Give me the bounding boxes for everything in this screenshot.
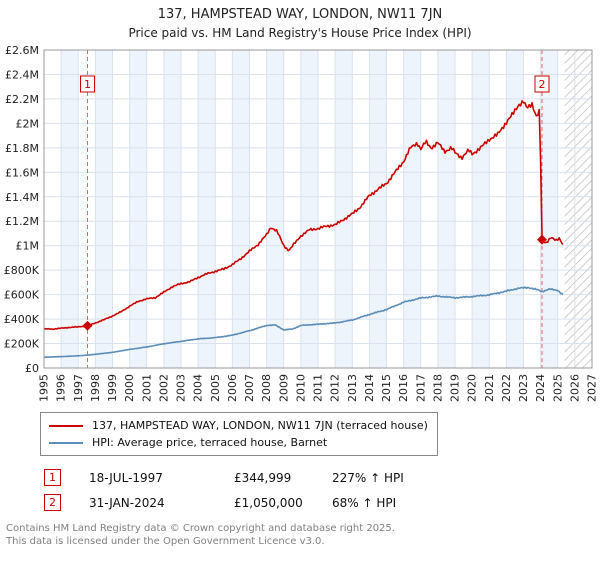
svg-text:2008: 2008 xyxy=(260,374,273,402)
footer-copyright: Contains HM Land Registry data © Crown c… xyxy=(6,522,600,548)
sale-price: £1,050,000 xyxy=(234,495,303,510)
legend-item-property: 137, HAMPSTEAD WAY, LONDON, NW11 7JN (te… xyxy=(49,417,429,434)
svg-text:2009: 2009 xyxy=(277,374,290,402)
svg-text:2023: 2023 xyxy=(517,374,530,402)
svg-text:2003: 2003 xyxy=(175,374,188,402)
svg-text:2022: 2022 xyxy=(500,374,513,402)
svg-text:2000: 2000 xyxy=(123,374,136,402)
sale-marker-badge: 1 xyxy=(44,469,61,486)
svg-text:£2.4M: £2.4M xyxy=(5,68,39,81)
price-chart: 1 2 £0 £200K £400K £600K £800K £1M £1.2M £1.4M £1.… xyxy=(0,42,600,410)
sale-date: 18-JUL-1997 xyxy=(89,470,163,485)
svg-text:2013: 2013 xyxy=(346,374,359,402)
sale-annotation-row: 2 31-JAN-2024 £1,050,000 68% ↑ HPI xyxy=(44,490,600,515)
svg-text:£1.2M: £1.2M xyxy=(5,215,39,228)
svg-text:£1.8M: £1.8M xyxy=(5,142,39,155)
svg-text:2027: 2027 xyxy=(586,374,599,402)
chart-legend: 137, HAMPSTEAD WAY, LONDON, NW11 7JN (te… xyxy=(40,412,438,456)
svg-text:2017: 2017 xyxy=(414,374,427,402)
sale-date: 31-JAN-2024 xyxy=(89,495,165,510)
legend-item-hpi: HPI: Average price, terraced house, Barn… xyxy=(49,434,429,451)
svg-text:1996: 1996 xyxy=(55,374,68,402)
svg-text:2026: 2026 xyxy=(568,374,581,402)
svg-text:2014: 2014 xyxy=(363,374,376,402)
sale-price: £344,999 xyxy=(234,470,292,485)
sale-marker-badge: 2 xyxy=(44,494,61,511)
svg-text:2015: 2015 xyxy=(380,374,393,402)
svg-text:2002: 2002 xyxy=(157,374,170,402)
page-title: 137, HAMPSTEAD WAY, LONDON, NW11 7JN xyxy=(157,7,443,22)
sale-annotations: 1 18-JUL-1997 £344,999 227% ↑ HPI 2 31-J… xyxy=(44,465,600,515)
svg-text:2020: 2020 xyxy=(466,374,479,402)
svg-text:£800K: £800K xyxy=(4,264,40,277)
svg-text:2: 2 xyxy=(538,78,545,91)
svg-text:£1M: £1M xyxy=(16,240,40,253)
svg-text:£0: £0 xyxy=(25,362,39,375)
svg-text:2001: 2001 xyxy=(140,374,153,402)
svg-text:£400K: £400K xyxy=(4,313,40,326)
svg-text:2011: 2011 xyxy=(312,374,325,402)
svg-text:2025: 2025 xyxy=(551,374,564,402)
svg-text:2012: 2012 xyxy=(329,374,342,402)
svg-text:2006: 2006 xyxy=(226,374,239,402)
svg-text:2021: 2021 xyxy=(483,374,496,402)
svg-text:1997: 1997 xyxy=(72,374,85,402)
svg-text:2005: 2005 xyxy=(209,374,222,402)
svg-text:2018: 2018 xyxy=(431,374,444,402)
sale-hpi-change: 68% ↑ HPI xyxy=(332,495,397,510)
svg-text:£2.6M: £2.6M xyxy=(5,44,39,57)
svg-text:£2M: £2M xyxy=(16,117,40,130)
svg-text:2024: 2024 xyxy=(534,374,547,402)
page-subtitle: Price paid vs. HM Land Registry's House … xyxy=(128,26,472,40)
svg-text:£1.4M: £1.4M xyxy=(5,191,39,204)
svg-text:1: 1 xyxy=(84,78,91,91)
svg-text:2004: 2004 xyxy=(192,374,205,402)
svg-text:£1.6M: £1.6M xyxy=(5,166,39,179)
sale-hpi-change: 227% ↑ HPI xyxy=(332,470,404,485)
footer-copyright-line1: Contains HM Land Registry data © Crown c… xyxy=(6,523,395,534)
sale-annotation-row: 1 18-JUL-1997 £344,999 227% ↑ HPI xyxy=(44,465,600,490)
property-line-sample xyxy=(49,424,83,427)
legend-item-label: 137, HAMPSTEAD WAY, LONDON, NW11 7JN (te… xyxy=(92,419,428,432)
svg-text:1998: 1998 xyxy=(89,374,102,402)
svg-text:1995: 1995 xyxy=(38,374,51,402)
svg-text:2019: 2019 xyxy=(449,374,462,402)
svg-text:2010: 2010 xyxy=(294,374,307,402)
hpi-line-sample xyxy=(49,441,83,444)
svg-text:£600K: £600K xyxy=(4,289,40,302)
svg-text:2016: 2016 xyxy=(397,374,410,402)
legend-item-label: HPI: Average price, terraced house, Barn… xyxy=(92,436,328,449)
svg-text:1999: 1999 xyxy=(106,374,119,402)
svg-text:£200K: £200K xyxy=(4,338,40,351)
svg-text:£2.2M: £2.2M xyxy=(5,93,39,106)
svg-text:2007: 2007 xyxy=(243,374,256,402)
footer-copyright-line2: This data is licensed under the Open Gov… xyxy=(6,536,325,547)
